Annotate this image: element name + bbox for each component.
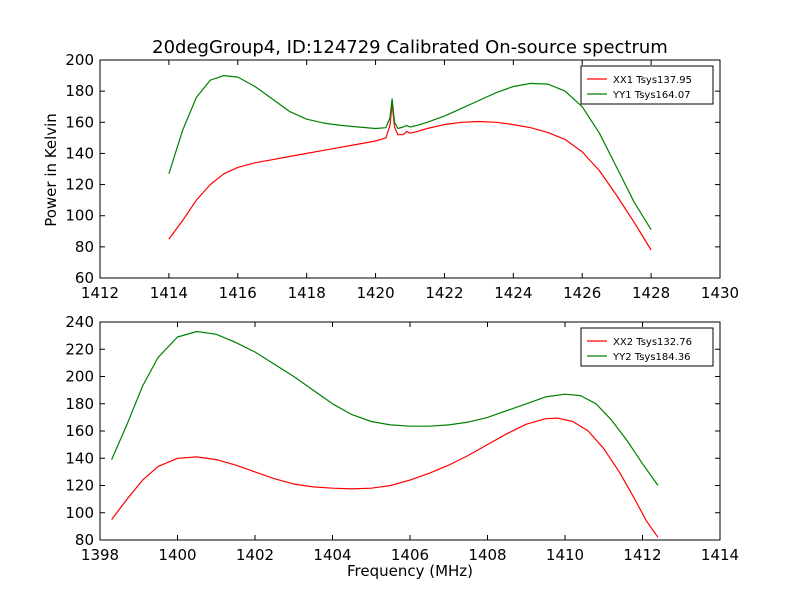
top-x-tick-label: 1428 — [632, 284, 670, 302]
bottom-y-tick-label: 200 — [65, 368, 94, 386]
bottom-y-tick-label: 240 — [65, 313, 94, 331]
top-series-line-2 — [168, 74, 652, 231]
top-y-tick-label: 80 — [75, 238, 94, 256]
bottom-x-tick-label: 1408 — [468, 546, 506, 564]
bottom-x-tick-label: 1414 — [701, 546, 739, 564]
top-x-tick-label: 1412 — [81, 284, 119, 302]
bottom-x-tick-label: 1402 — [236, 546, 274, 564]
bottom-panel: 1398 1400 1402 1404 1406 1408 1410 1412 1414 80 10… — [65, 313, 739, 564]
bottom-legend: XX2 Tsys132.76 YY2 Tsys184.36 — [580, 327, 714, 367]
top-y-tick-label: 100 — [65, 207, 94, 225]
top-y-tick-label: 140 — [65, 144, 94, 162]
chart-title: 20degGroup4, ID:124729 Calibrated On-sou… — [152, 37, 668, 58]
top-legend-label: YY1 Tsys164.07 — [612, 90, 691, 101]
top-x-tick-label: 1422 — [425, 284, 463, 302]
top-x-tick-label: 1416 — [219, 284, 257, 302]
top-legend: XX1 Tsys137.95 YY1 Tsys164.07 — [580, 65, 714, 105]
x-axis-label: Frequency (MHz) — [347, 562, 473, 580]
top-x-tick-label: 1414 — [150, 284, 188, 302]
y-axis-label: Power in Kelvin — [42, 113, 60, 227]
bottom-y-tick-label: 120 — [65, 477, 94, 495]
bottom-x-tick-label: 1398 — [81, 546, 119, 564]
bottom-y-tick-label: 220 — [65, 340, 94, 358]
bottom-y-tick-label: 180 — [65, 395, 94, 413]
bottom-series-line-2 — [111, 330, 659, 486]
top-y-tick-label: 120 — [65, 176, 94, 194]
top-x-tick-label: 1424 — [494, 284, 532, 302]
bottom-legend-label: YY2 Tsys184.36 — [612, 352, 691, 363]
bottom-y-tick-label: 100 — [65, 504, 94, 522]
top-y-tick-label: 180 — [65, 82, 94, 100]
top-legend-label: XX1 Tsys137.95 — [613, 75, 692, 86]
top-x-tick-label: 1420 — [356, 284, 394, 302]
bottom-legend-label: XX2 Tsys132.76 — [613, 337, 692, 348]
bottom-y-tick-label: 140 — [65, 449, 94, 467]
top-y-tick-label: 200 — [65, 51, 94, 69]
top-legend-box — [580, 65, 714, 105]
top-x-tick-label: 1430 — [701, 284, 739, 302]
bottom-y-tick-label: 80 — [75, 531, 94, 549]
bottom-x-tick-label: 1404 — [313, 546, 351, 564]
top-y-tick-label: 160 — [65, 113, 94, 131]
top-x-tick-label: 1418 — [288, 284, 326, 302]
bottom-legend-box — [580, 327, 714, 367]
top-x-tick-label: 1426 — [563, 284, 601, 302]
top-y-tick-label: 60 — [75, 269, 94, 287]
bottom-x-tick-label: 1406 — [391, 546, 429, 564]
bottom-series-line-1 — [111, 417, 659, 538]
bottom-x-tick-label: 1400 — [158, 546, 196, 564]
bottom-x-tick-label: 1410 — [546, 546, 584, 564]
bottom-y-tick-label: 160 — [65, 422, 94, 440]
top-panel: 1412 1414 1416 1418 1420 1422 1424 1426 1428 1430… — [65, 51, 739, 302]
bottom-x-tick-label: 1412 — [623, 546, 661, 564]
top-series-line-1 — [168, 102, 652, 251]
